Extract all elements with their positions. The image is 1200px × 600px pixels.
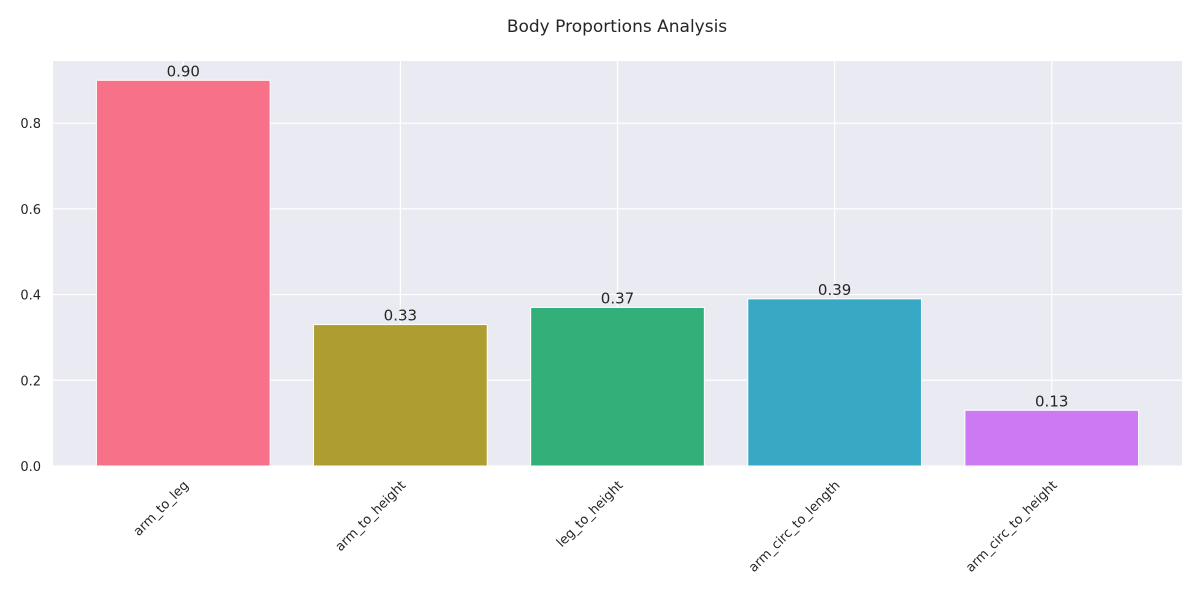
bar-arm-to-leg: [95, 79, 271, 467]
x-tick-label: arm_to_leg: [131, 478, 192, 539]
bar-arm-to-height: [313, 324, 488, 467]
data-label: 0.37: [601, 289, 634, 307]
chart-title: Body Proportions Analysis: [507, 17, 727, 37]
bar-leg-to-height: [530, 306, 705, 467]
data-label: 0.13: [1035, 392, 1068, 410]
y-axis-ticks: 0.0 0.2 0.4 0.6 0.8: [20, 117, 41, 475]
y-tick-label: 0.0: [20, 460, 41, 475]
y-tick-label: 0.6: [20, 203, 41, 218]
x-tick-label: arm_circ_to_length: [746, 478, 843, 575]
data-labels: 0.90 0.33 0.37 0.39 0.13: [167, 62, 1069, 410]
y-tick-label: 0.4: [20, 289, 41, 304]
y-tick-label: 0.2: [20, 374, 41, 389]
bar-arm-circ-to-length: [747, 298, 922, 467]
bar-arm-circ-to-height: [964, 409, 1140, 467]
data-label: 0.90: [167, 62, 200, 80]
data-label: 0.33: [384, 307, 417, 325]
x-axis-ticks: arm_to_leg arm_to_height leg_to_height arm_…: [131, 478, 1061, 575]
x-tick-label: leg_to_height: [554, 478, 626, 550]
data-label: 0.39: [818, 281, 851, 299]
bars: [95, 79, 1140, 467]
x-tick-label: arm_circ_to_height: [963, 478, 1060, 575]
y-tick-label: 0.8: [20, 117, 41, 132]
x-tick-label: arm_to_height: [333, 478, 410, 555]
